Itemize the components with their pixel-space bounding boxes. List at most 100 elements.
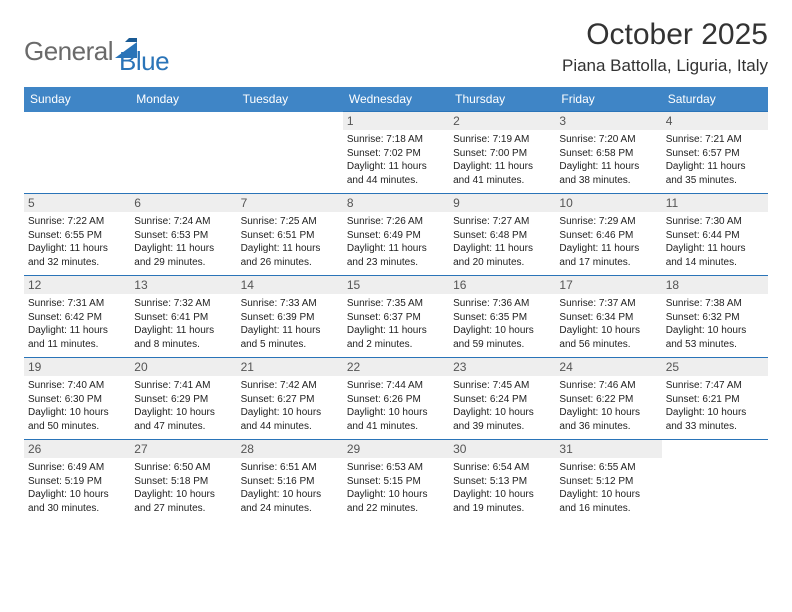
day-info: Sunrise: 7:38 AMSunset: 6:32 PMDaylight:… [666, 297, 764, 351]
calendar-day-cell: 11 Sunrise: 7:30 AMSunset: 6:44 PMDayligh… [662, 194, 768, 276]
calendar-day-cell: 15 Sunrise: 7:35 AMSunset: 6:37 PMDayligh… [343, 276, 449, 358]
weekday-header: Tuesday [237, 87, 343, 112]
day-info: Sunrise: 7:26 AMSunset: 6:49 PMDaylight:… [347, 215, 445, 269]
weekday-header: Thursday [449, 87, 555, 112]
weekday-header-row: Sunday Monday Tuesday Wednesday Thursday… [24, 87, 768, 112]
day-number: 21 [237, 358, 343, 376]
day-number: 18 [662, 276, 768, 294]
calendar-day-cell: 7 Sunrise: 7:25 AMSunset: 6:51 PMDaylight… [237, 194, 343, 276]
day-info: Sunrise: 6:55 AMSunset: 5:12 PMDaylight:… [559, 461, 657, 515]
day-number: 27 [130, 440, 236, 458]
day-info: Sunrise: 7:25 AMSunset: 6:51 PMDaylight:… [241, 215, 339, 269]
day-number: 13 [130, 276, 236, 294]
header: General Blue October 2025 Piana Battolla… [24, 18, 768, 77]
day-info: Sunrise: 6:50 AMSunset: 5:18 PMDaylight:… [134, 461, 232, 515]
calendar-day-cell: 13Sunrise: 7:32 AMSunset: 6:41 PMDayligh… [130, 276, 236, 358]
calendar-day-cell [662, 440, 768, 522]
day-number: 9 [449, 194, 555, 212]
day-info: Sunrise: 7:42 AMSunset: 6:27 PMDaylight:… [241, 379, 339, 433]
day-info: Sunrise: 7:46 AMSunset: 6:22 PMDaylight:… [559, 379, 657, 433]
logo-text-general: General [24, 36, 113, 66]
day-number: 23 [449, 358, 555, 376]
calendar-day-cell: 21 Sunrise: 7:42 AMSunset: 6:27 PMDayligh… [237, 358, 343, 440]
calendar-day-cell: 30 Sunrise: 6:54 AMSunset: 5:13 PMDayligh… [449, 440, 555, 522]
calendar-week-row: 12 Sunrise: 7:31 AMSunset: 6:42 PMDayligh… [24, 276, 768, 358]
calendar-day-cell: 29Sunrise: 6:53 AMSunset: 5:15 PMDayligh… [343, 440, 449, 522]
day-info: Sunrise: 7:41 AMSunset: 6:29 PMDaylight:… [134, 379, 232, 433]
logo: General Blue [24, 26, 169, 77]
calendar-day-cell: 8 Sunrise: 7:26 AMSunset: 6:49 PMDaylight… [343, 194, 449, 276]
day-info: Sunrise: 7:18 AMSunset: 7:02 PMDaylight:… [347, 133, 445, 187]
weekday-header: Wednesday [343, 87, 449, 112]
weekday-header: Sunday [24, 87, 130, 112]
calendar-day-cell [130, 112, 236, 194]
calendar-day-cell: 2 Sunrise: 7:19 AMSunset: 7:00 PMDaylight… [449, 112, 555, 194]
calendar-week-row: 5Sunrise: 7:22 AMSunset: 6:55 PMDaylight… [24, 194, 768, 276]
day-info: Sunrise: 7:21 AMSunset: 6:57 PMDaylight:… [666, 133, 764, 187]
day-info: Sunrise: 7:35 AMSunset: 6:37 PMDaylight:… [347, 297, 445, 351]
day-info: Sunrise: 7:33 AMSunset: 6:39 PMDaylight:… [241, 297, 339, 351]
calendar-day-cell [24, 112, 130, 194]
day-number: 8 [343, 194, 449, 212]
calendar-day-cell: 27 Sunrise: 6:50 AMSunset: 5:18 PMDayligh… [130, 440, 236, 522]
calendar-week-row: 19 Sunrise: 7:40 AMSunset: 6:30 PMDayligh… [24, 358, 768, 440]
calendar-day-cell: 6 Sunrise: 7:24 AMSunset: 6:53 PMDaylight… [130, 194, 236, 276]
day-number: 30 [449, 440, 555, 458]
calendar-day-cell: 5Sunrise: 7:22 AMSunset: 6:55 PMDaylight… [24, 194, 130, 276]
day-number: 28 [237, 440, 343, 458]
day-number: 19 [24, 358, 130, 376]
day-info: Sunrise: 6:51 AMSunset: 5:16 PMDaylight:… [241, 461, 339, 515]
day-number: 6 [130, 194, 236, 212]
day-info: Sunrise: 7:20 AMSunset: 6:58 PMDaylight:… [559, 133, 657, 187]
calendar-day-cell: 22 Sunrise: 7:44 AMSunset: 6:26 PMDayligh… [343, 358, 449, 440]
calendar-day-cell: 24 Sunrise: 7:46 AMSunset: 6:22 PMDayligh… [555, 358, 661, 440]
day-info: Sunrise: 7:24 AMSunset: 6:53 PMDaylight:… [134, 215, 232, 269]
day-number: 12 [24, 276, 130, 294]
day-info: Sunrise: 7:47 AMSunset: 6:21 PMDaylight:… [666, 379, 764, 433]
day-info: Sunrise: 7:40 AMSunset: 6:30 PMDaylight:… [28, 379, 126, 433]
day-info: Sunrise: 7:37 AMSunset: 6:34 PMDaylight:… [559, 297, 657, 351]
day-info: Sunrise: 7:31 AMSunset: 6:42 PMDaylight:… [28, 297, 126, 351]
day-info: Sunrise: 6:54 AMSunset: 5:13 PMDaylight:… [453, 461, 551, 515]
calendar-day-cell: 16 Sunrise: 7:36 AMSunset: 6:35 PMDayligh… [449, 276, 555, 358]
weekday-header: Friday [555, 87, 661, 112]
day-number: 4 [662, 112, 768, 130]
day-number: 24 [555, 358, 661, 376]
calendar-day-cell: 3 Sunrise: 7:20 AMSunset: 6:58 PMDaylight… [555, 112, 661, 194]
day-info: Sunrise: 6:53 AMSunset: 5:15 PMDaylight:… [347, 461, 445, 515]
day-number: 22 [343, 358, 449, 376]
day-number: 5 [24, 194, 130, 212]
calendar-day-cell: 9 Sunrise: 7:27 AMSunset: 6:48 PMDaylight… [449, 194, 555, 276]
day-number: 2 [449, 112, 555, 130]
day-number: 26 [24, 440, 130, 458]
day-info: Sunrise: 7:44 AMSunset: 6:26 PMDaylight:… [347, 379, 445, 433]
day-number: 17 [555, 276, 661, 294]
day-number: 7 [237, 194, 343, 212]
calendar-day-cell: 19 Sunrise: 7:40 AMSunset: 6:30 PMDayligh… [24, 358, 130, 440]
month-title: October 2025 [562, 18, 768, 52]
calendar-day-cell: 14Sunrise: 7:33 AMSunset: 6:39 PMDayligh… [237, 276, 343, 358]
calendar-day-cell: 25 Sunrise: 7:47 AMSunset: 6:21 PMDayligh… [662, 358, 768, 440]
day-info: Sunrise: 6:49 AMSunset: 5:19 PMDaylight:… [28, 461, 126, 515]
day-info: Sunrise: 7:30 AMSunset: 6:44 PMDaylight:… [666, 215, 764, 269]
day-number: 1 [343, 112, 449, 130]
day-number: 15 [343, 276, 449, 294]
day-info: Sunrise: 7:19 AMSunset: 7:00 PMDaylight:… [453, 133, 551, 187]
day-number: 20 [130, 358, 236, 376]
calendar-week-row: 1 Sunrise: 7:18 AMSunset: 7:02 PMDaylight… [24, 112, 768, 194]
day-info: Sunrise: 7:36 AMSunset: 6:35 PMDaylight:… [453, 297, 551, 351]
calendar-day-cell: 17 Sunrise: 7:37 AMSunset: 6:34 PMDayligh… [555, 276, 661, 358]
calendar-day-cell: 31Sunrise: 6:55 AMSunset: 5:12 PMDayligh… [555, 440, 661, 522]
day-number: 16 [449, 276, 555, 294]
day-number: 25 [662, 358, 768, 376]
day-info: Sunrise: 7:45 AMSunset: 6:24 PMDaylight:… [453, 379, 551, 433]
logo-text-blue: Blue [119, 46, 169, 76]
calendar-day-cell: 1 Sunrise: 7:18 AMSunset: 7:02 PMDaylight… [343, 112, 449, 194]
day-info: Sunrise: 7:27 AMSunset: 6:48 PMDaylight:… [453, 215, 551, 269]
location: Piana Battolla, Liguria, Italy [562, 56, 768, 76]
day-number: 11 [662, 194, 768, 212]
calendar-day-cell: 23 Sunrise: 7:45 AMSunset: 6:24 PMDayligh… [449, 358, 555, 440]
calendar-day-cell: 20 Sunrise: 7:41 AMSunset: 6:29 PMDayligh… [130, 358, 236, 440]
calendar-week-row: 26 Sunrise: 6:49 AMSunset: 5:19 PMDayligh… [24, 440, 768, 522]
day-number: 3 [555, 112, 661, 130]
